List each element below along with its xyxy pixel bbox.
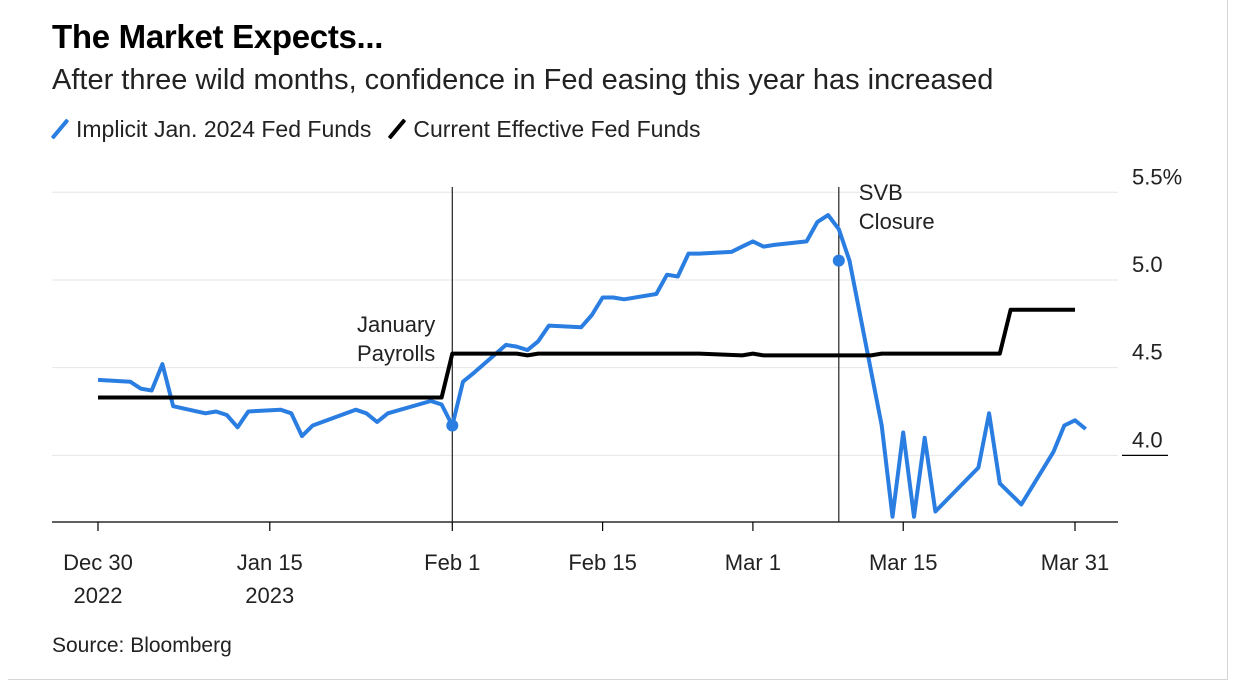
y-tick-label: 4.5 [1132, 340, 1163, 365]
legend-label: Current Effective Fed Funds [413, 115, 701, 142]
chart-legend: Implicit Jan. 2024 Fed Funds Current Eff… [50, 114, 719, 144]
x-tick-label: Mar 1 [725, 550, 781, 575]
source-note: Source: Bloomberg [52, 634, 232, 657]
legend-item-implicit: Implicit Jan. 2024 Fed Funds [50, 115, 372, 143]
x-tick-label: Mar 15 [869, 550, 937, 575]
series-line-effective [98, 307, 1075, 400]
y-tick-label: 5.0 [1132, 252, 1163, 277]
x-tick-label: Jan 15 [237, 550, 303, 575]
chart-frame [8, 0, 1228, 680]
x-tick-label: 2023 [245, 583, 294, 608]
y-tick-label: 4.0 [1132, 427, 1163, 452]
chart-subtitle: After three wild months, confidence in F… [52, 64, 994, 96]
chart-title: The Market Expects... [52, 18, 384, 55]
event-marker-dot [832, 254, 845, 267]
event-marker-label: Closure [859, 209, 935, 234]
x-tick-label: Feb 1 [424, 550, 480, 575]
x-tick-label: 2022 [74, 583, 123, 608]
event-marker-dot [446, 419, 459, 432]
series-line-implicit [97, 213, 1087, 519]
x-tick-label: Feb 15 [568, 550, 637, 575]
event-marker-label: SVB [859, 180, 903, 205]
legend-label: Implicit Jan. 2024 Fed Funds [76, 115, 372, 142]
event-marker-label: January [357, 312, 435, 337]
y-tick-label: 5.5% [1132, 164, 1182, 189]
legend-item-effective: Current Effective Fed Funds [388, 115, 701, 143]
event-marker-label: Payrolls [357, 341, 435, 366]
x-tick-label: Dec 30 [63, 550, 133, 575]
x-tick-label: Mar 31 [1041, 550, 1109, 575]
